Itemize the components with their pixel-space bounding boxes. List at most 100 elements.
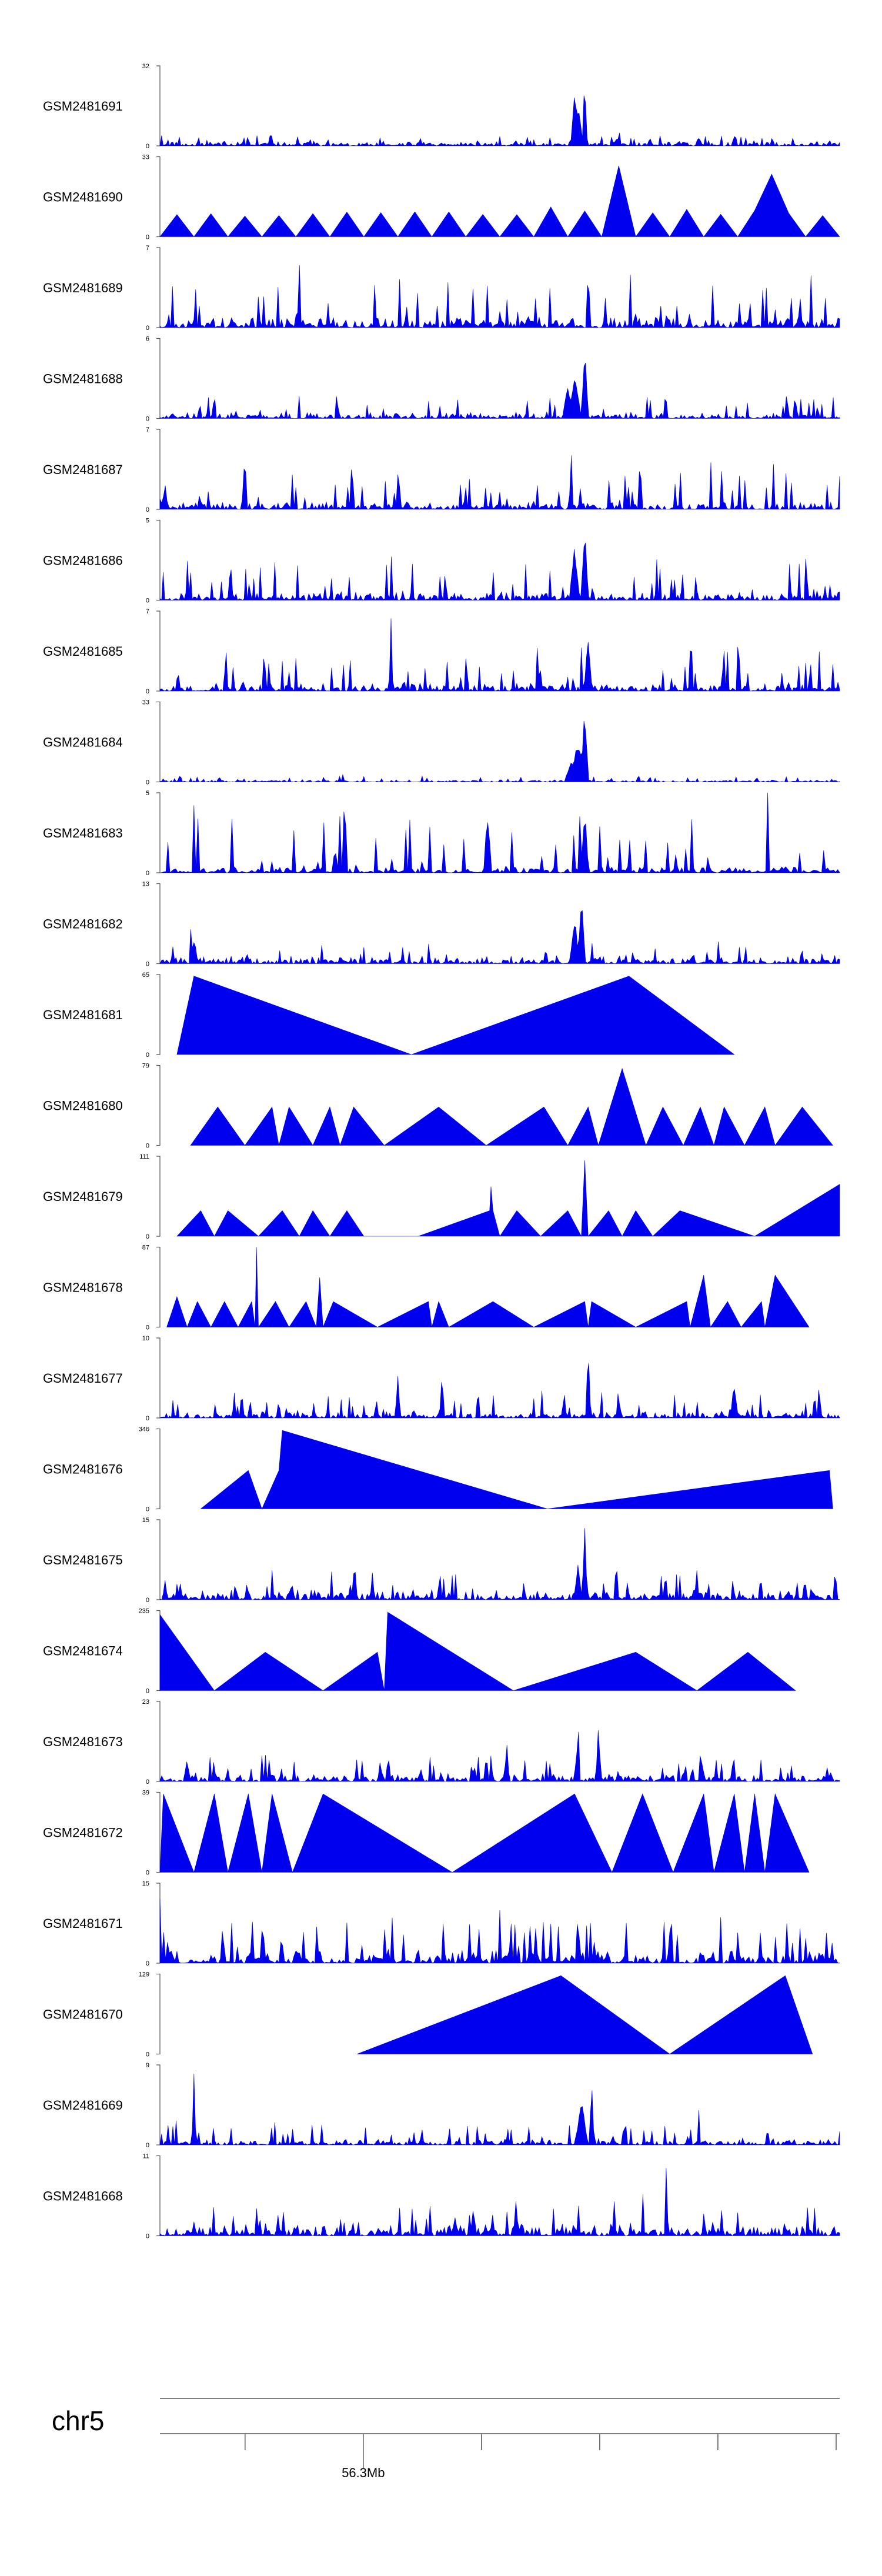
track-GSM2481671: GSM2481671 15 0 [43,1880,840,1967]
track-label: GSM2481687 [43,462,123,477]
y-max-tick-label: 33 [142,699,149,706]
y-max-tick-label: 7 [146,426,149,433]
y-min-tick-label: 0 [146,234,149,241]
coverage-area [190,1067,834,1146]
y-min-tick-label: 0 [146,1960,149,1967]
track-GSM2481685: GSM2481685 7 0 [43,608,840,695]
y-axis [156,1883,161,1964]
track-label: GSM2481669 [43,2098,123,2113]
track-label: GSM2481678 [43,1280,123,1295]
y-axis [156,429,161,510]
y-min-tick-label: 0 [146,1415,149,1422]
y-min-tick-label: 0 [146,1143,149,1150]
y-max-tick-label: 7 [146,608,149,615]
y-max-tick-label: 10 [142,1335,149,1342]
coverage-area [159,95,840,146]
y-max-tick-label: 6 [146,336,149,343]
y-min-tick-label: 0 [146,325,149,332]
ruler-ticks [245,2434,837,2468]
y-max-tick-label: 15 [142,1517,149,1524]
coverage-area [357,1975,813,2054]
track-label: GSM2481671 [43,1916,123,1931]
y-max-tick-label: 129 [139,1971,149,1978]
coverage-area [159,165,840,238]
track-label: GSM2481686 [43,553,123,568]
y-axis [156,974,161,1055]
y-axis [156,1791,161,1873]
chromosome-label: chr5 [52,2405,104,2436]
track-GSM2481691: GSM2481691 32 0 [43,63,840,150]
y-axis [156,1610,161,1691]
track-stack: GSM2481691320GSM2481690330GSM248168970GS… [43,63,840,2240]
track-GSM2481675: GSM2481675 15 0 [43,1517,840,1604]
track-label: GSM2481679 [43,1189,123,1204]
track-GSM2481686: GSM2481686 5 0 [43,518,840,605]
y-axis [156,519,161,601]
track-GSM2481672: GSM2481672 39 0 [43,1790,810,1877]
y-min-tick-label: 0 [146,416,149,423]
track-GSM2481684: GSM2481684 33 0 [43,699,840,786]
y-max-tick-label: 15 [142,1880,149,1887]
y-min-tick-label: 0 [146,961,149,968]
track-label: GSM2481676 [43,1462,123,1477]
y-axis [156,1337,161,1419]
y-max-tick-label: 23 [142,1699,149,1706]
position-label: 56.3Mb [342,2465,385,2480]
y-axis [156,1973,161,2055]
y-axis [156,338,161,419]
track-GSM2481673: GSM2481673 23 0 [43,1699,840,1786]
track-GSM2481687: GSM2481687 7 0 [43,426,840,513]
track-label: GSM2481684 [43,735,123,750]
y-min-tick-label: 0 [146,1870,149,1877]
coverage-area [159,1363,840,1419]
track-GSM2481678: GSM2481678 87 0 [43,1244,810,1332]
coverage-area [159,1898,840,1964]
y-min-tick-label: 0 [146,2142,149,2149]
y-axis [156,1428,161,1510]
track-label: GSM2481673 [43,1734,123,1749]
coverage-area [159,1528,840,1600]
y-min-tick-label: 0 [146,143,149,150]
y-max-tick-label: 87 [142,1244,149,1252]
track-GSM2481683: GSM2481683 5 0 [43,790,840,877]
y-axis [156,1156,161,1237]
track-label: GSM2481685 [43,644,123,659]
coverage-area [159,1611,796,1691]
y-max-tick-label: 39 [142,1790,149,1797]
track-label: GSM2481683 [43,826,123,840]
y-min-tick-label: 0 [146,1597,149,1604]
track-GSM2481679: GSM2481679 111 0 [43,1153,840,1240]
coverage-area [159,721,840,782]
track-label: GSM2481674 [43,1644,123,1659]
coverage-area [176,1160,840,1237]
track-GSM2481680: GSM2481680 79 0 [43,1063,834,1150]
coverage-area [159,2074,840,2146]
track-GSM2481681: GSM2481681 65 0 [43,972,735,1059]
track-GSM2481674: GSM2481674 235 0 [43,1608,796,1695]
coverage-area [159,542,840,601]
track-label: GSM2481690 [43,190,123,205]
y-max-tick-label: 13 [142,881,149,888]
y-max-tick-label: 33 [142,154,149,161]
y-max-tick-label: 111 [139,1153,149,1160]
y-min-tick-label: 0 [146,870,149,877]
track-GSM2481682: GSM2481682 13 0 [43,881,840,968]
track-label: GSM2481672 [43,1826,123,1840]
y-min-tick-label: 0 [146,1506,149,1513]
track-GSM2481676: GSM2481676 346 0 [43,1426,833,1513]
track-GSM2481670: GSM2481670 129 0 [43,1971,813,2058]
y-min-tick-label: 0 [146,2051,149,2058]
track-GSM2481688: GSM2481688 6 0 [43,336,840,423]
y-min-tick-label: 0 [146,2233,149,2240]
y-min-tick-label: 0 [146,1688,149,1695]
coverage-area [159,618,840,692]
y-axis [156,1519,161,1600]
y-axis [156,247,161,328]
coverage-area [159,362,840,419]
y-min-tick-label: 0 [146,506,149,513]
track-GSM2481668: GSM2481668 11 0 [43,2153,840,2240]
coverage-area [159,1793,810,1873]
track-GSM2481690: GSM2481690 33 0 [43,154,840,241]
y-min-tick-label: 0 [146,779,149,786]
